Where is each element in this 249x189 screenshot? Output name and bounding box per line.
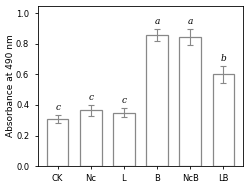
Bar xyxy=(80,110,102,166)
Bar xyxy=(180,37,201,166)
Bar xyxy=(213,74,234,166)
Bar xyxy=(47,119,68,166)
Text: b: b xyxy=(220,54,226,63)
Text: c: c xyxy=(55,103,60,112)
Text: c: c xyxy=(122,96,126,105)
Bar xyxy=(113,113,135,166)
Text: c: c xyxy=(88,93,93,102)
Text: a: a xyxy=(154,17,160,26)
Bar xyxy=(146,35,168,166)
Y-axis label: Absorbance at 490 nm: Absorbance at 490 nm xyxy=(5,34,14,137)
Text: a: a xyxy=(187,17,193,26)
